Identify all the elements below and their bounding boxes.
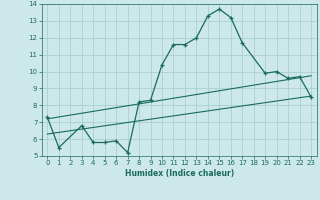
X-axis label: Humidex (Indice chaleur): Humidex (Indice chaleur)	[124, 169, 234, 178]
